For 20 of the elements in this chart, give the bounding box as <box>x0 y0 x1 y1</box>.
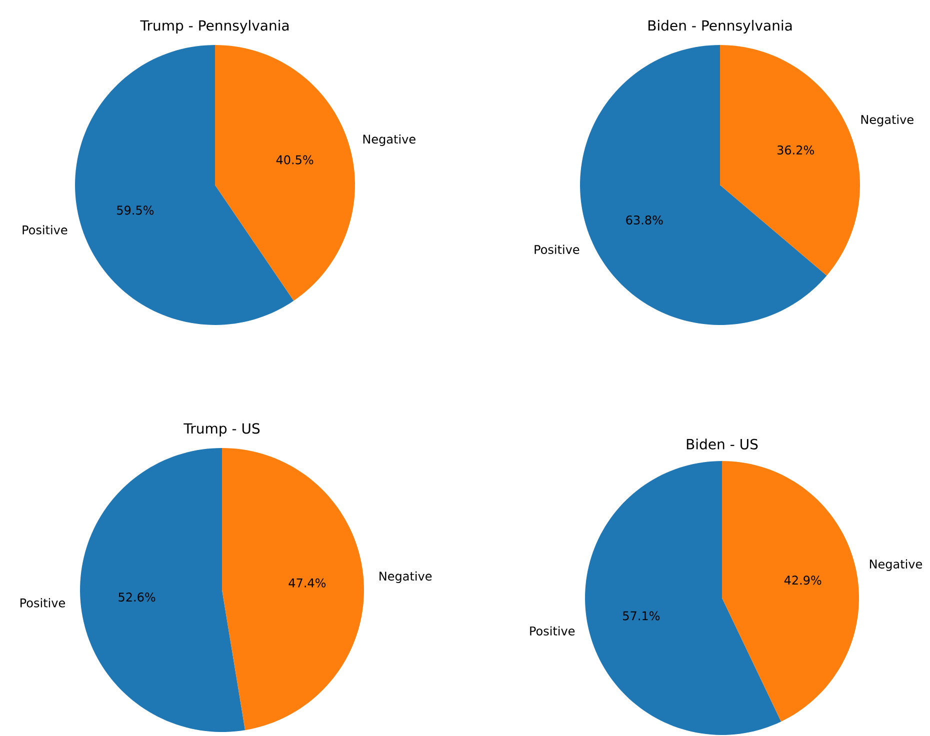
slice-label: Negative <box>380 571 432 584</box>
slice-label: Negative <box>861 114 914 126</box>
slice-label: Positive <box>22 225 68 234</box>
data-label: 36.2% <box>777 145 814 155</box>
data-label: 63.8% <box>626 215 663 225</box>
slice-label: Positive <box>530 626 575 636</box>
slice-label: Positive <box>534 244 580 254</box>
data-label: 52.6% <box>118 592 156 602</box>
chart-title: Biden - US <box>686 438 758 450</box>
slice-label: Negative <box>870 559 922 571</box>
data-label: 59.5% <box>117 206 154 215</box>
chart-title: Trump - US <box>184 423 260 436</box>
data-label: 57.1% <box>623 611 660 620</box>
data-label: 40.5% <box>276 155 314 164</box>
data-label: 42.9% <box>784 576 822 585</box>
slice-label: Negative <box>363 134 416 146</box>
chart-title: Trump - Pennsylvania <box>140 20 289 34</box>
chart-title: Biden - Pennsylvania <box>648 20 792 34</box>
slice-label: Positive <box>20 598 65 608</box>
data-label: 47.4% <box>288 578 326 588</box>
